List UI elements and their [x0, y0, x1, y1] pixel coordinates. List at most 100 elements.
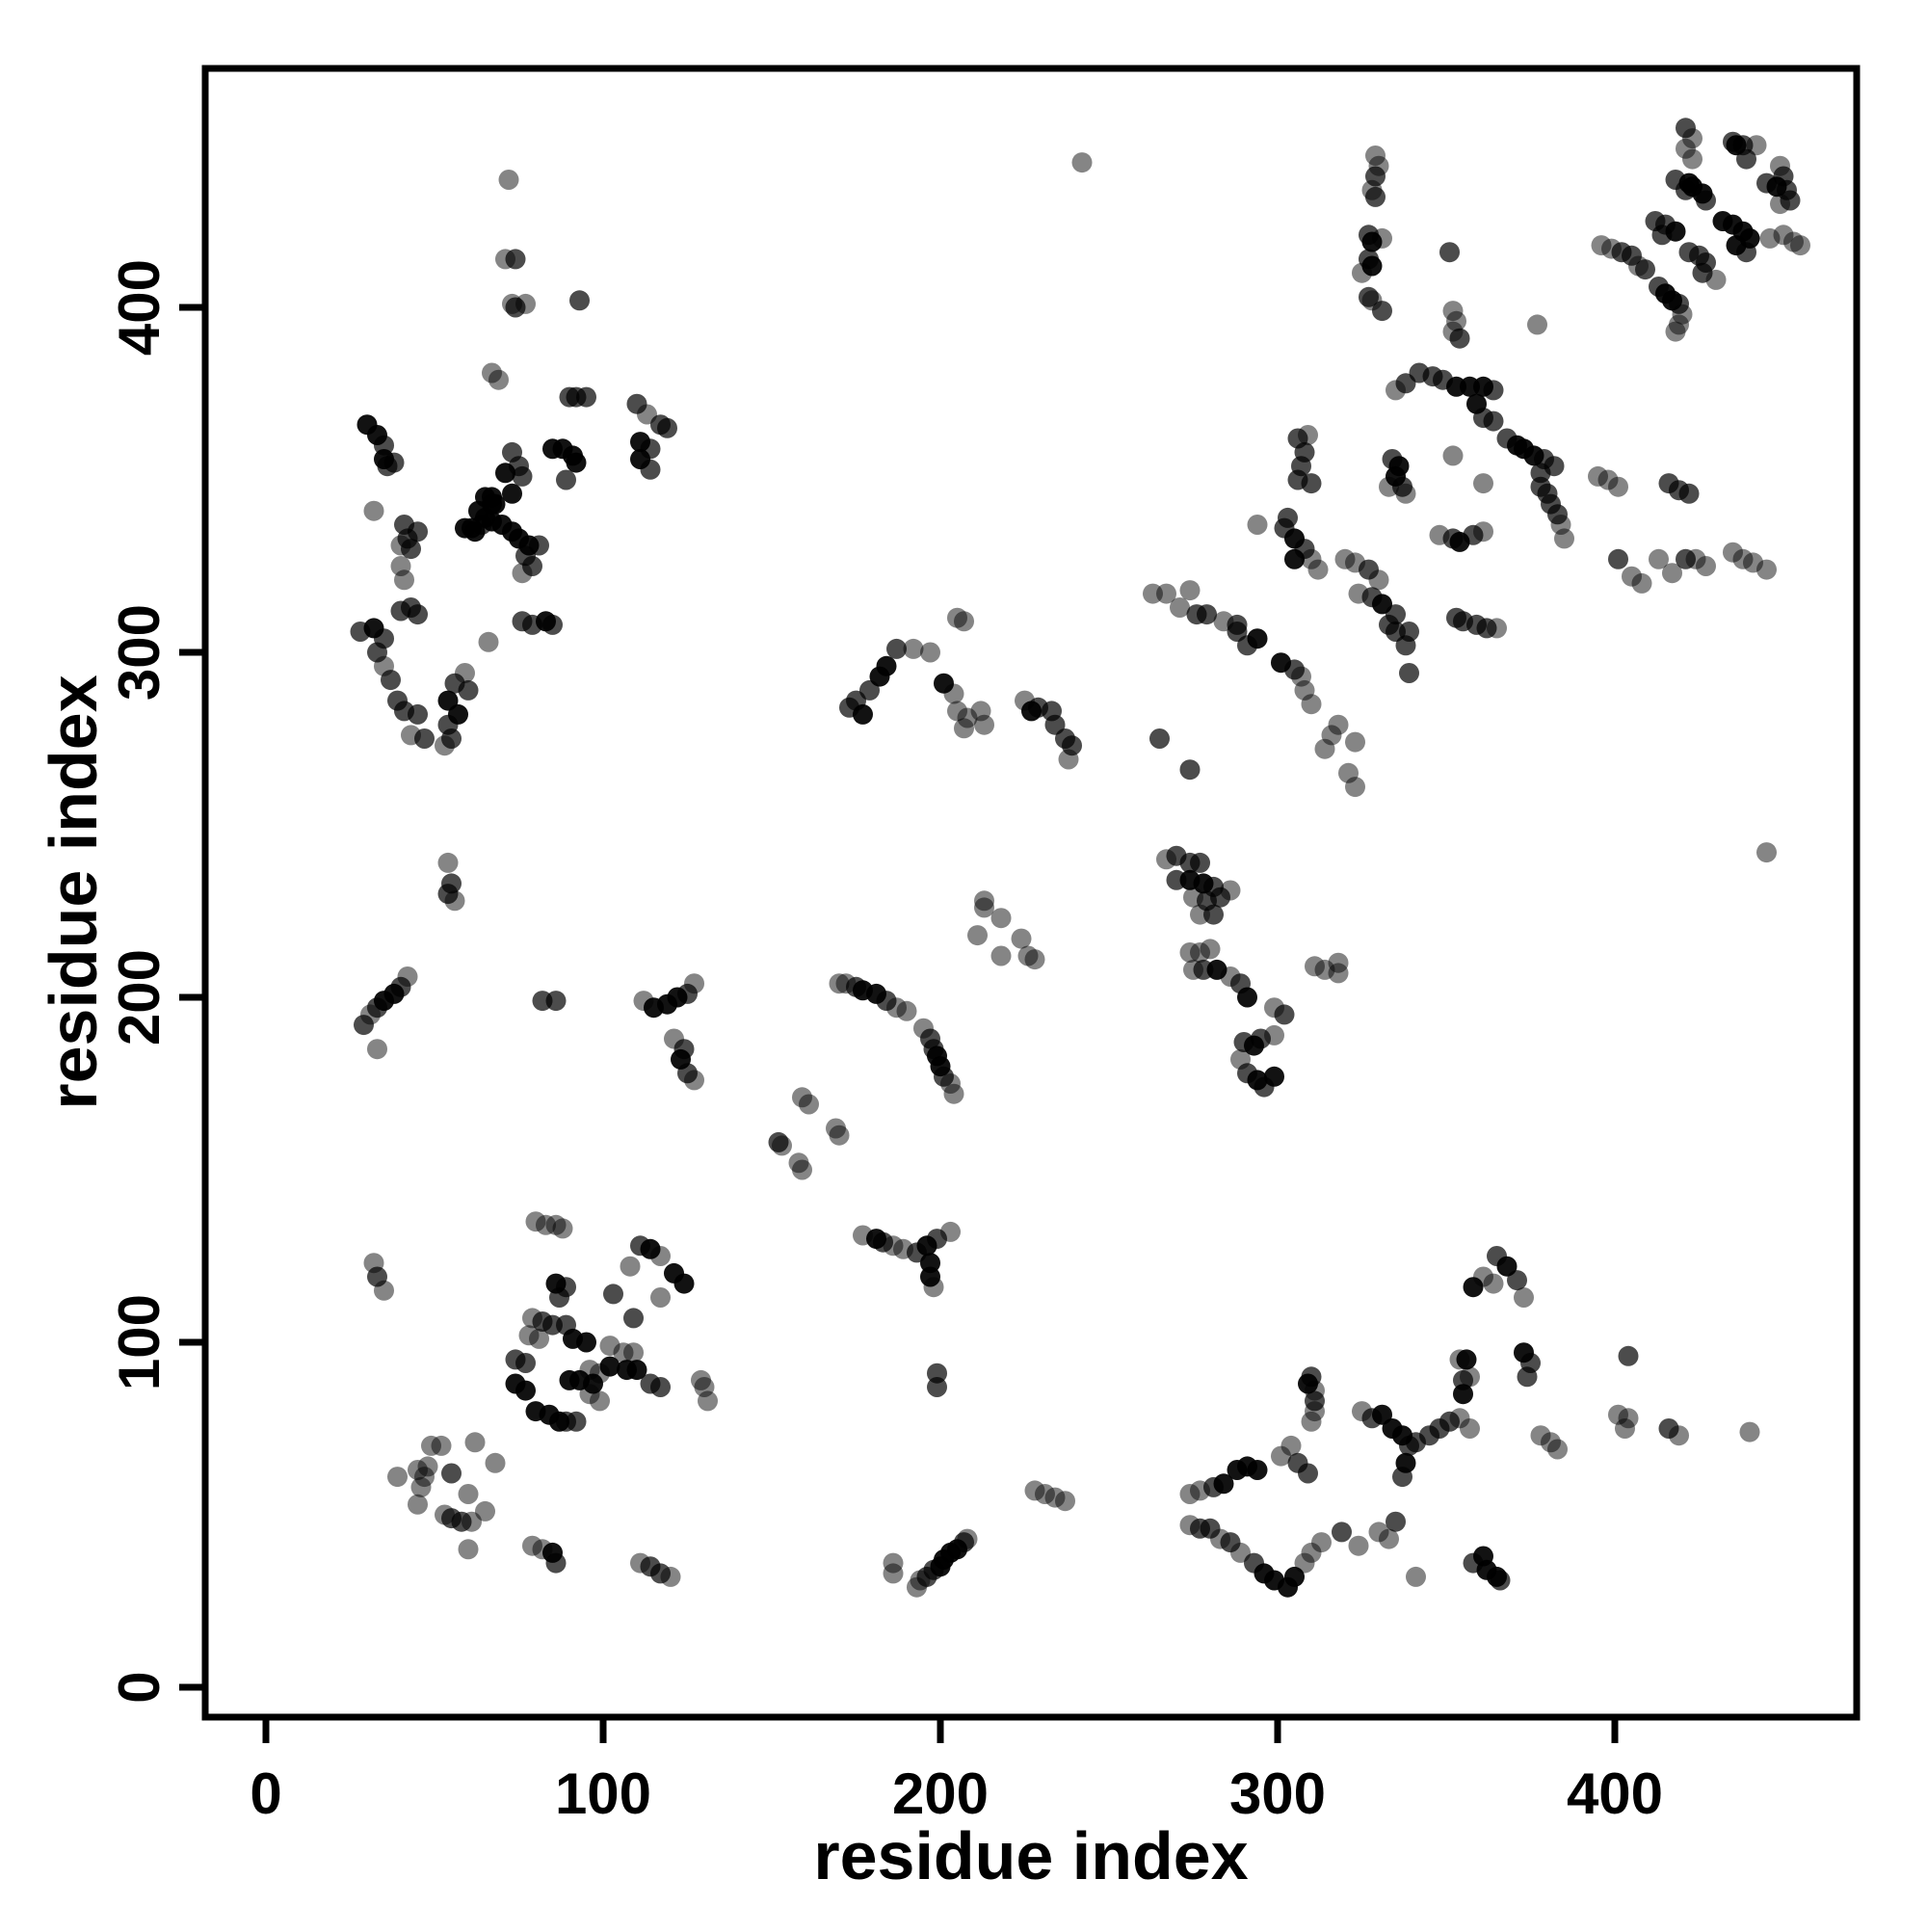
data-point — [549, 1287, 569, 1308]
data-point — [1372, 227, 1392, 249]
data-point — [569, 290, 590, 311]
data-point — [1649, 548, 1669, 569]
data-point — [1372, 301, 1392, 322]
data-point — [943, 683, 964, 704]
data-point — [363, 500, 384, 521]
x-axis-title: residue index — [813, 1818, 1248, 1893]
data-point — [1696, 190, 1716, 211]
data-point — [515, 1380, 536, 1401]
data-point — [1298, 1373, 1318, 1394]
data-point — [464, 521, 486, 543]
data-point — [623, 1342, 644, 1363]
data-point — [1507, 1270, 1527, 1291]
data-point — [367, 1039, 387, 1060]
data-point — [1618, 1345, 1639, 1366]
data-point — [1446, 310, 1466, 331]
data-point — [920, 642, 940, 663]
data-point — [1676, 548, 1696, 569]
data-point — [613, 1342, 634, 1363]
data-point — [1190, 852, 1210, 873]
data-point — [1334, 548, 1356, 569]
data-point — [1035, 1484, 1055, 1504]
data-point — [397, 966, 418, 987]
data-point — [954, 611, 974, 632]
data-point — [1264, 1066, 1284, 1087]
data-point — [1682, 128, 1703, 149]
data-point — [458, 1484, 479, 1504]
data-point — [1736, 148, 1756, 170]
data-point — [1678, 483, 1700, 504]
x-tick-label: 300 — [1229, 1761, 1326, 1826]
data-point — [1348, 1535, 1369, 1556]
data-point — [677, 1063, 698, 1084]
data-point — [1743, 552, 1763, 573]
data-point — [1011, 928, 1032, 949]
data-point — [512, 465, 533, 487]
data-point — [698, 1390, 718, 1412]
data-point — [1338, 762, 1359, 783]
data-point — [590, 1390, 610, 1412]
data-point — [421, 1435, 441, 1456]
data-point — [1352, 262, 1372, 283]
data-point — [1588, 465, 1608, 487]
data-point — [1672, 304, 1693, 325]
data-point — [1361, 255, 1383, 277]
data-point — [603, 1284, 623, 1305]
data-point — [1017, 945, 1039, 966]
data-point — [990, 945, 1012, 966]
data-point — [1739, 1421, 1760, 1442]
data-point — [1311, 1532, 1332, 1553]
data-point — [1055, 1491, 1075, 1512]
data-point — [1473, 473, 1493, 494]
data-point — [1618, 1408, 1639, 1429]
data-point — [1756, 842, 1777, 863]
data-point — [1756, 559, 1777, 580]
data-point — [947, 701, 967, 722]
data-point — [1280, 1435, 1302, 1456]
data-point — [1200, 1518, 1221, 1539]
data-point — [566, 1411, 587, 1432]
data-point — [1143, 583, 1163, 604]
data-point — [464, 1432, 486, 1453]
data-point — [1554, 528, 1574, 549]
data-point — [1274, 1004, 1295, 1025]
data-point — [1305, 956, 1325, 977]
data-point — [1321, 725, 1342, 746]
data-point — [414, 1467, 435, 1488]
data-point — [1406, 1566, 1426, 1587]
data-point — [1456, 1349, 1477, 1370]
data-point — [1368, 1522, 1389, 1543]
data-point — [1298, 425, 1318, 445]
data-point — [799, 1094, 819, 1115]
data-point — [1631, 572, 1652, 594]
data-point — [381, 670, 401, 691]
data-point — [1365, 166, 1386, 187]
data-point — [1213, 1473, 1234, 1495]
data-point — [437, 884, 459, 905]
data-point — [626, 1360, 647, 1381]
data-point — [441, 1463, 462, 1484]
data-point — [957, 707, 978, 728]
data-point — [1591, 235, 1612, 256]
data-point — [896, 1000, 917, 1021]
data-point — [583, 1373, 603, 1394]
data-point — [1547, 504, 1568, 525]
data-point — [462, 1511, 482, 1532]
data-point — [876, 991, 897, 1012]
data-point — [1179, 759, 1201, 781]
data-point — [934, 1066, 954, 1087]
data-point — [1453, 1384, 1473, 1405]
data-point — [1386, 604, 1406, 625]
y-tick-label: 400 — [107, 259, 172, 356]
data-point — [1676, 138, 1696, 159]
data-point — [1692, 262, 1713, 283]
data-point — [1294, 679, 1315, 701]
y-tick-label: 200 — [107, 949, 172, 1045]
data-point — [536, 1214, 556, 1235]
data-point — [1541, 1432, 1561, 1453]
data-point — [1622, 566, 1642, 587]
data-point — [556, 469, 576, 490]
data-point — [522, 556, 542, 576]
data-point — [1669, 1425, 1689, 1446]
data-point — [886, 997, 907, 1019]
